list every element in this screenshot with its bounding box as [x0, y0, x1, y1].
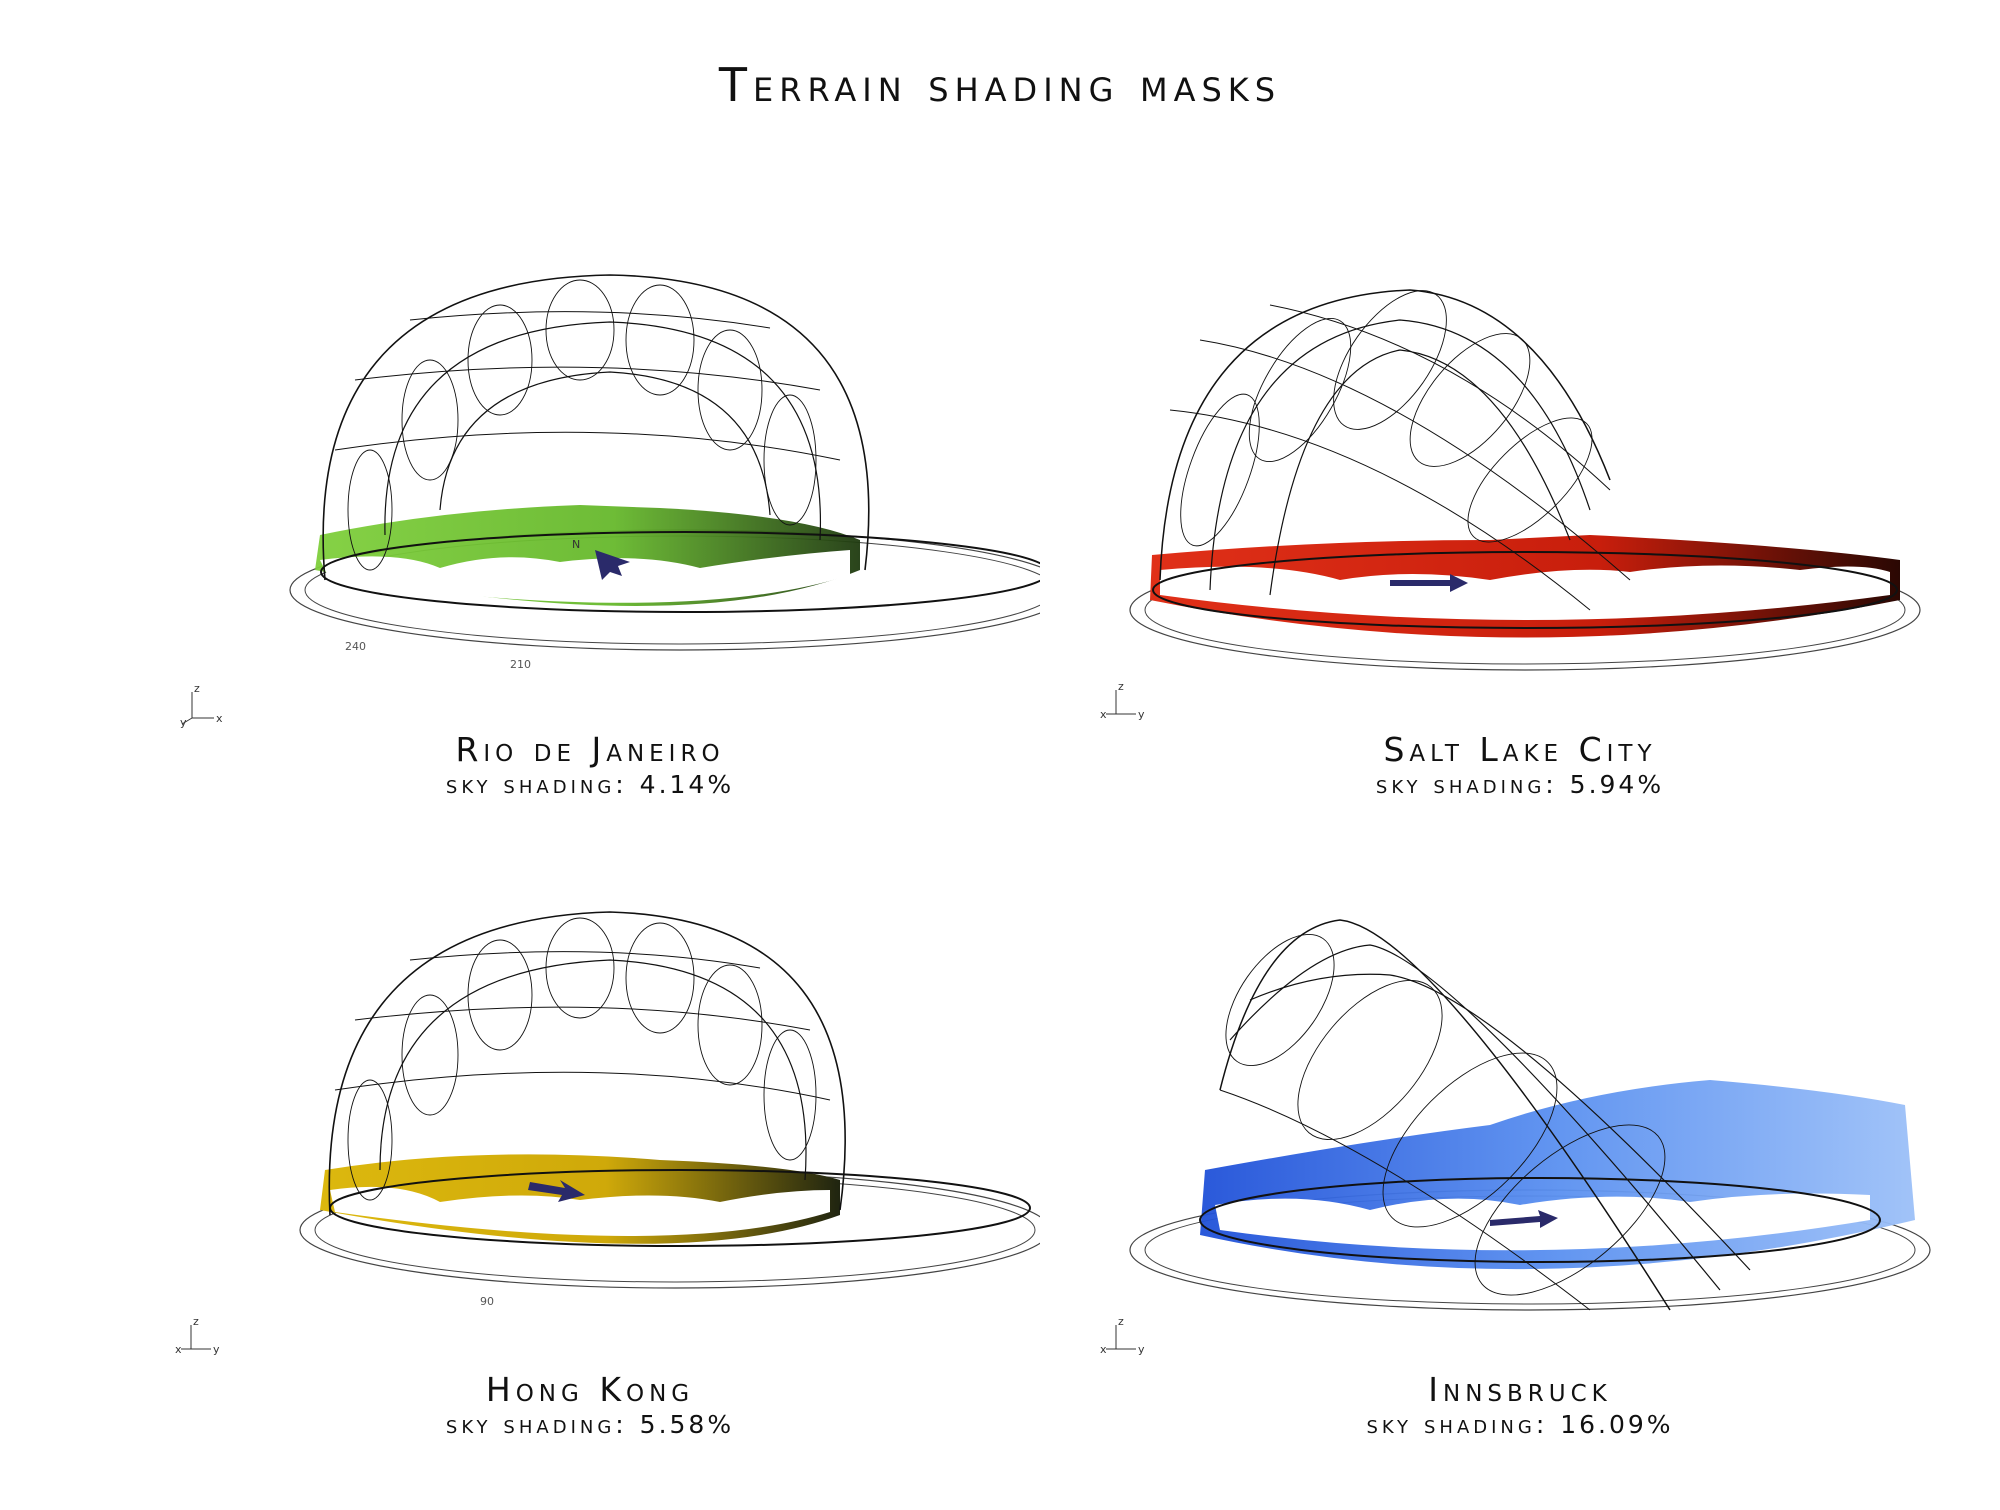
sky-shading-label: sky shading: [1375, 770, 1558, 799]
svg-text:z: z [193, 1315, 199, 1328]
sky-shading-readout: sky shading: 4.14% [140, 770, 1040, 799]
city-name: Innsbruck [1428, 1370, 1612, 1409]
svg-text:z: z [1118, 1315, 1124, 1328]
panel-rio-de-janeiro: N 240 210 z y x Rio de Janeiro sky shadi… [140, 250, 1040, 870]
svg-text:y: y [213, 1343, 220, 1356]
axis-gizmo: z x y [1100, 1315, 1160, 1365]
sky-shading-value: 5.94% [1569, 770, 1665, 799]
axis-gizmo: z y x [180, 680, 240, 730]
axis-gizmo: z x y [175, 1315, 235, 1365]
panel-innsbruck: z x y Innsbruck sky shading: 16.09% [1070, 890, 1970, 1510]
panel-hong-kong: 90 z x y Hong Kong sky shading: 5.58% [140, 890, 1040, 1510]
sky-dome-diagram: 90 [299, 911, 1040, 1308]
sky-dome-diagram: N 240 210 [289, 274, 1040, 671]
sky-shading-value: 5.58% [639, 1410, 735, 1439]
city-name: Salt Lake City [1383, 730, 1657, 769]
tick-label: 90 [480, 1295, 494, 1308]
svg-text:x: x [216, 712, 223, 725]
svg-text:y: y [1138, 708, 1145, 721]
svg-text:y: y [1138, 1343, 1145, 1356]
svg-text:y: y [180, 716, 187, 729]
svg-text:x: x [1100, 1343, 1107, 1356]
city-name: Hong Kong [485, 1370, 695, 1409]
sky-shading-value: 4.14% [639, 770, 735, 799]
svg-text:N: N [572, 538, 580, 551]
page-title: Terrain shading masks [718, 58, 1282, 112]
city-name: Rio de Janeiro [455, 730, 725, 769]
svg-text:x: x [1100, 708, 1107, 721]
tick-label: 240 [345, 640, 366, 653]
sky-shading-value: 16.09% [1560, 1410, 1674, 1439]
sky-dome-diagram [1129, 289, 1921, 671]
axis-gizmo: z x y [1100, 680, 1160, 730]
sky-shading-label: sky shading: [445, 1410, 628, 1439]
sky-shading-readout: sky shading: 5.94% [1070, 770, 1970, 799]
panel-salt-lake-city: z x y Salt Lake City sky shading: 5.94% [1070, 250, 1970, 870]
sky-dome-diagram [1129, 919, 1931, 1311]
sky-shading-readout: sky shading: 16.09% [1070, 1410, 1970, 1439]
svg-text:x: x [175, 1343, 182, 1356]
sky-shading-label: sky shading: [445, 770, 628, 799]
sky-shading-label: sky shading: [1366, 1410, 1549, 1439]
tick-label: 210 [510, 658, 531, 671]
svg-text:z: z [194, 682, 200, 695]
svg-text:z: z [1118, 680, 1124, 693]
sky-shading-readout: sky shading: 5.58% [140, 1410, 1040, 1439]
